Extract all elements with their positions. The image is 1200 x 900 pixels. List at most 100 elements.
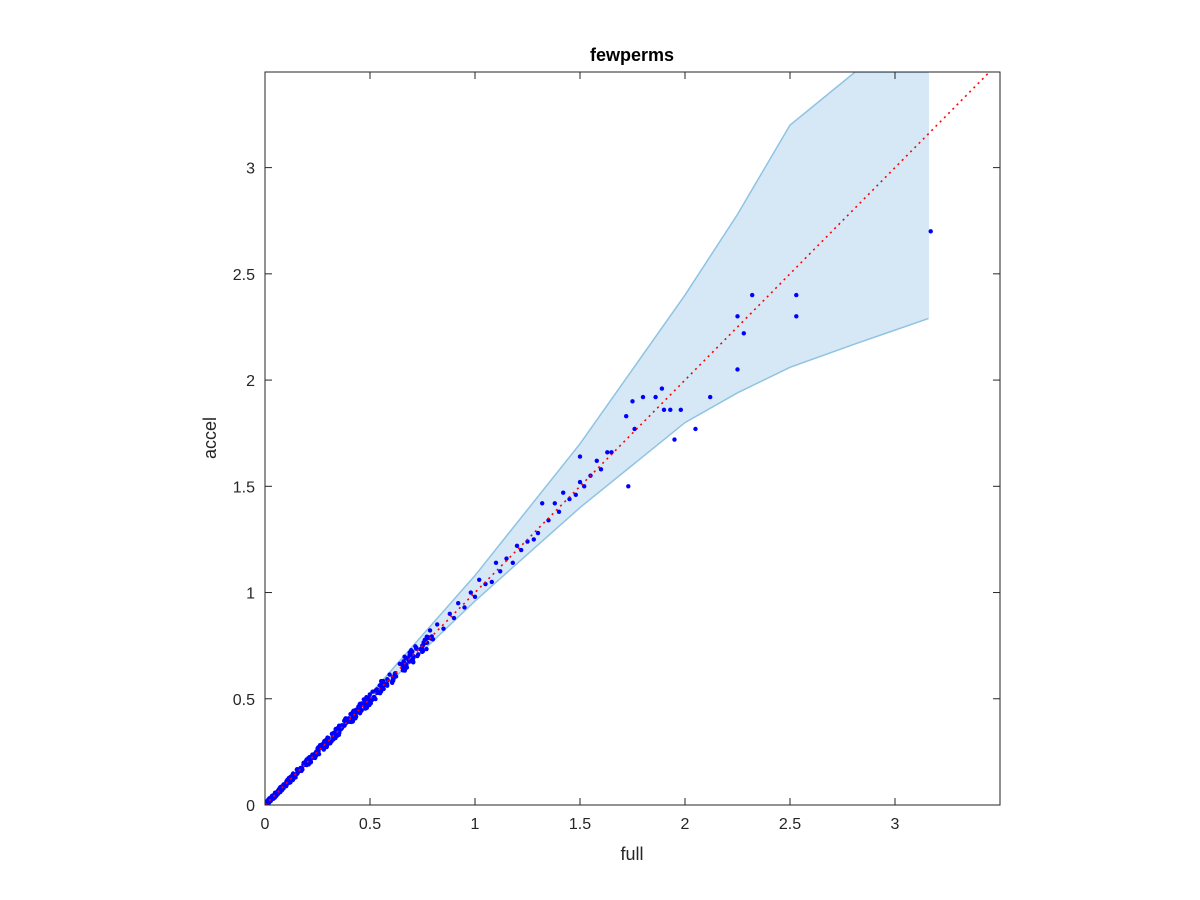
x-tick-label: 0.5: [359, 816, 381, 833]
y-tick-label: 2.5: [233, 267, 255, 284]
scatter-point: [567, 496, 572, 502]
y-tick-label: 1: [246, 586, 255, 603]
scatter-point: [441, 626, 446, 631]
scatter-point: [640, 394, 646, 400]
scatter-point: [456, 600, 461, 606]
scatter-point: [598, 467, 604, 472]
band-lower-edge: [265, 317, 929, 805]
plot-area: [265, 72, 991, 805]
confidence-band: [265, 72, 929, 805]
y-axis-label: accel: [200, 417, 220, 459]
scatter-point: [327, 739, 332, 745]
scatter-point: [265, 799, 270, 804]
x-axis-label: full: [620, 844, 643, 864]
scatter-point: [427, 628, 433, 633]
scatter-point: [556, 509, 562, 514]
scatter-point: [435, 622, 440, 627]
scatter-point: [408, 650, 413, 656]
scatter-point: [794, 314, 799, 319]
scatter-point: [418, 647, 423, 652]
x-tick-label: 2: [681, 816, 690, 833]
scatter-point: [750, 292, 755, 298]
scatter-point: [794, 292, 799, 298]
scatter-point: [735, 367, 740, 372]
scatter-point: [286, 777, 291, 783]
scatter-point: [573, 492, 578, 498]
scatter-point: [370, 689, 375, 694]
scatter-point: [577, 454, 583, 459]
scatter-point: [653, 394, 658, 400]
scatter-point: [319, 742, 325, 747]
scatter-point: [368, 700, 374, 706]
identity-line: [265, 72, 991, 805]
x-tick-label: 2.5: [779, 816, 801, 833]
scatter-point: [336, 723, 342, 728]
scatter-point: [540, 501, 545, 506]
scatter-point: [367, 692, 372, 697]
scatter-point: [582, 484, 587, 489]
scatter-point: [451, 615, 457, 621]
scatter-point: [741, 331, 746, 336]
scatter-point: [408, 658, 413, 664]
axes: 0 0.5 1 1.5 2 2.5 3 0 0.5 1 1.5 2 2.5 3: [233, 71, 1001, 833]
scatter-point: [630, 399, 635, 404]
x-tick-label: 1: [471, 816, 480, 833]
scatter-point: [624, 413, 629, 419]
scatter-point: [531, 537, 536, 542]
scatter-point: [359, 708, 364, 713]
chart-title: fewperms: [590, 45, 674, 65]
scatter-point: [510, 560, 515, 565]
x-tick-label: 1.5: [569, 816, 591, 833]
scatter-point: [609, 450, 614, 455]
scatter-point: [498, 569, 503, 574]
scatter-point: [577, 479, 583, 485]
scatter-point: [390, 678, 395, 683]
scatter-point: [398, 661, 404, 667]
scatter-point: [416, 652, 421, 657]
scatter-point: [295, 770, 300, 775]
scatter-point: [928, 229, 933, 234]
y-tick-label: 2: [246, 373, 255, 390]
scatter-point: [668, 407, 673, 413]
scatter-point: [514, 543, 520, 548]
scatter-point: [371, 694, 377, 700]
scatter-point: [468, 590, 473, 595]
scatter-point: [489, 579, 494, 585]
scatter-point: [381, 678, 386, 684]
scatter-point: [535, 530, 541, 536]
scatter-point: [342, 723, 347, 728]
scatter-point: [401, 659, 406, 664]
scatter-point: [594, 458, 599, 464]
scatter-point: [546, 518, 551, 523]
scatter-point: [321, 747, 326, 752]
scatter-point: [493, 560, 499, 565]
scatter-point: [374, 687, 380, 692]
y-tick-label: 3: [246, 161, 255, 178]
scatter-point: [414, 645, 419, 651]
scatter-point: [561, 490, 566, 495]
scatter-point: [387, 672, 392, 677]
scatter-point: [626, 484, 631, 489]
scatter-point: [400, 668, 406, 673]
scatter-point: [424, 646, 429, 652]
scatter-point: [472, 594, 478, 599]
scatter-point: [504, 556, 509, 561]
scatter-point: [678, 407, 683, 413]
scatter-point: [632, 426, 637, 432]
axes-box: [264, 71, 1001, 806]
y-tick-label: 0: [246, 798, 255, 815]
x-tick-label: 0: [261, 816, 270, 833]
scatter-point: [735, 314, 740, 319]
scatter-point: [462, 605, 467, 610]
scatter-point: [693, 426, 698, 432]
y-tick-label: 0.5: [233, 692, 255, 709]
x-tick-label: 3: [891, 816, 900, 833]
scatter-point: [393, 674, 399, 679]
scatter-point: [364, 705, 370, 710]
scatter-point: [351, 708, 356, 714]
scatter-point: [519, 547, 524, 553]
scatter-point: [605, 450, 610, 455]
scatter-point: [552, 501, 557, 506]
y-tick-label: 1.5: [233, 479, 255, 496]
